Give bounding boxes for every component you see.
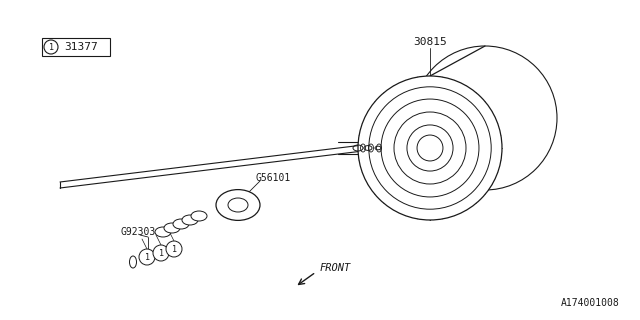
Circle shape <box>139 249 155 265</box>
Text: 31377: 31377 <box>64 42 98 52</box>
Ellipse shape <box>173 219 189 229</box>
Ellipse shape <box>191 211 207 221</box>
Ellipse shape <box>358 76 502 220</box>
FancyBboxPatch shape <box>42 38 110 56</box>
Text: G56101: G56101 <box>255 173 291 183</box>
Text: A174001008: A174001008 <box>561 298 620 308</box>
Text: 1: 1 <box>145 252 150 261</box>
Text: 1: 1 <box>49 43 54 52</box>
Text: G92303: G92303 <box>120 227 156 237</box>
Ellipse shape <box>228 198 248 212</box>
Circle shape <box>44 40 58 54</box>
Circle shape <box>166 241 182 257</box>
Ellipse shape <box>413 46 557 190</box>
Ellipse shape <box>216 189 260 220</box>
Text: 1: 1 <box>159 249 163 258</box>
Ellipse shape <box>129 256 136 268</box>
Ellipse shape <box>155 227 171 237</box>
Circle shape <box>153 245 169 261</box>
Text: 30815: 30815 <box>413 37 447 47</box>
Text: FRONT: FRONT <box>320 263 351 273</box>
Ellipse shape <box>182 215 198 225</box>
Ellipse shape <box>164 223 180 233</box>
Text: 1: 1 <box>172 244 177 253</box>
